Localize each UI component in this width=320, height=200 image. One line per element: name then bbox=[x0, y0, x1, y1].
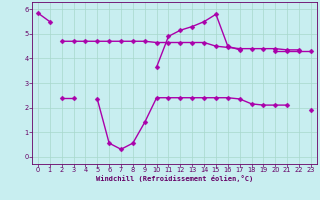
X-axis label: Windchill (Refroidissement éolien,°C): Windchill (Refroidissement éolien,°C) bbox=[96, 175, 253, 182]
